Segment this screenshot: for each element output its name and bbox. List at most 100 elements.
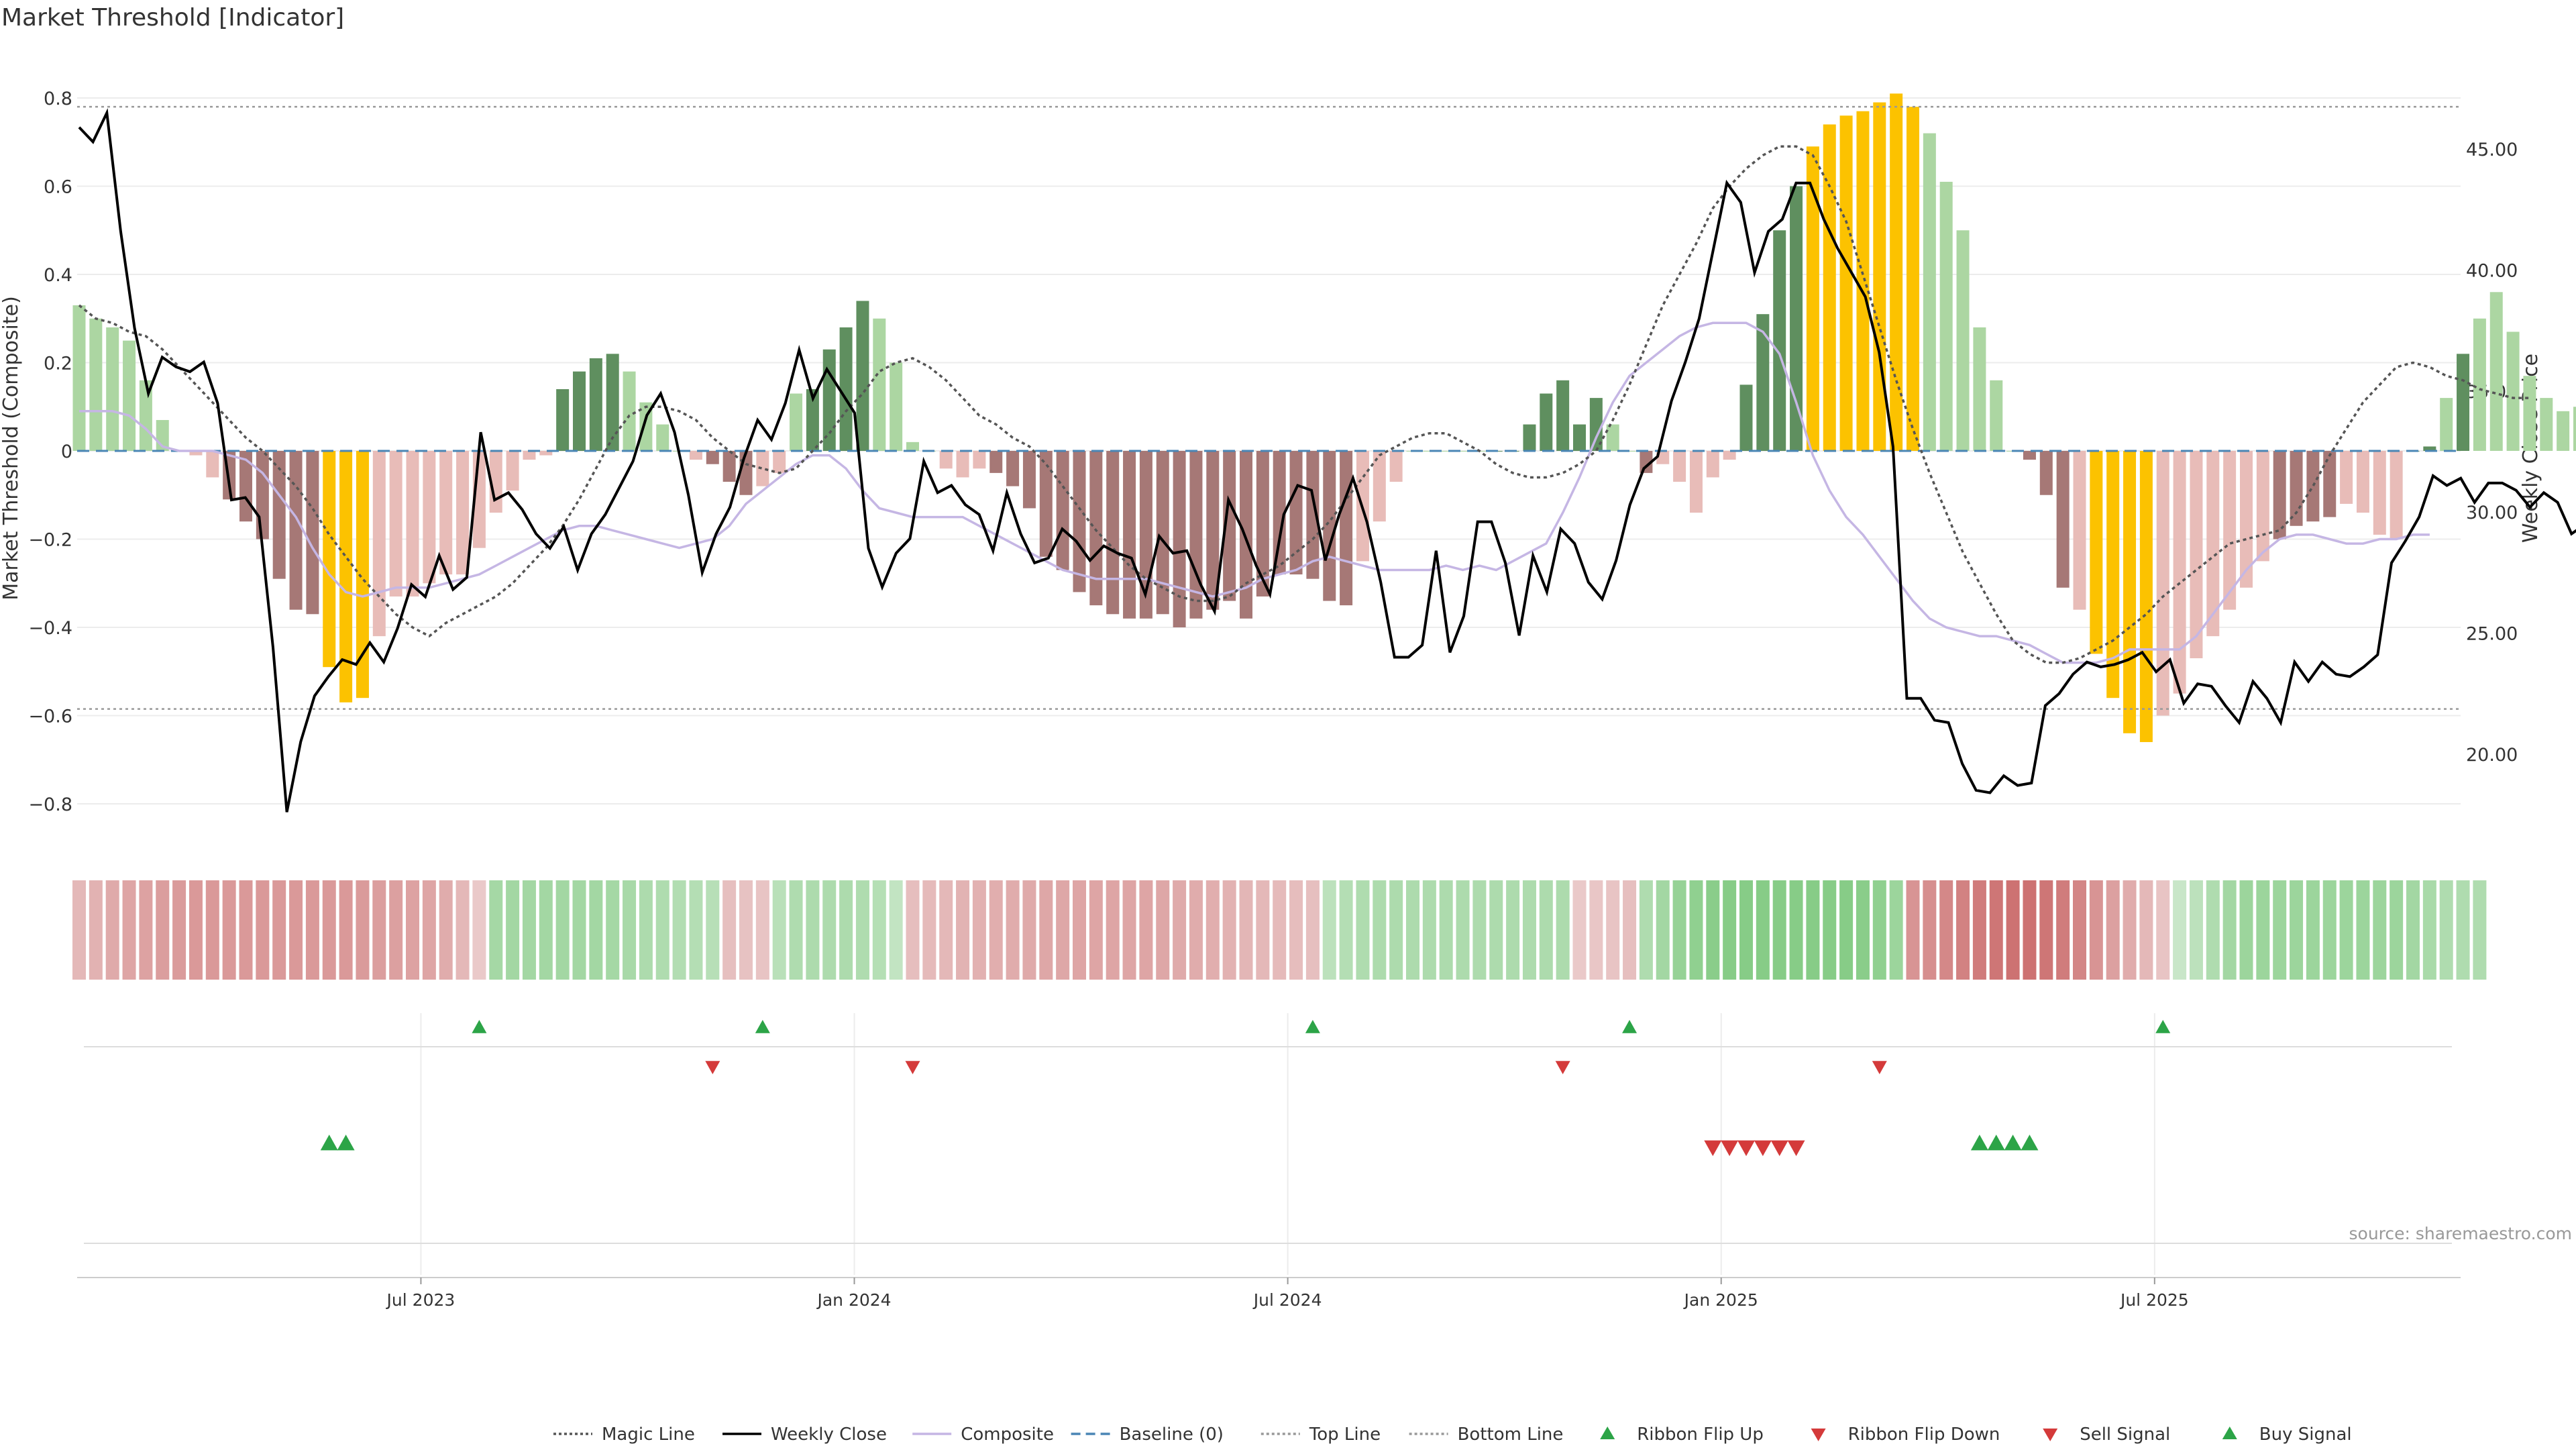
threshold-bar [1256,451,1269,597]
y-tick-label-left: −0.4 [28,618,72,639]
ribbon-cell [1022,880,1036,980]
ribbon-cell [906,880,920,980]
threshold-bar [2173,451,2186,694]
ribbon-flip-up-marker [472,1020,487,1033]
ribbon-cell [1439,880,1453,980]
ribbon-cell [1456,880,1470,980]
threshold-bar [2440,398,2453,451]
threshold-bar [1573,424,1586,451]
x-tick-label: Jul 2023 [386,1290,455,1310]
ribbon-cell [639,880,653,980]
ribbon-flip-down-marker [905,1061,920,1074]
threshold-bar [589,358,602,451]
threshold-bar [973,451,986,469]
sell-signal-marker [1787,1140,1805,1156]
ribbon-cell [2039,880,2053,980]
ribbon-cell [2422,880,2436,980]
y-tick-label-right: 25.00 [2466,623,2518,644]
threshold-bar [739,451,753,495]
ribbon-cell [789,880,803,980]
ribbon-cell [1589,880,1603,980]
threshold-bar [1656,451,1670,464]
ribbon-cell [1739,880,1753,980]
threshold-bar [1606,424,1619,451]
ribbon-cell [1222,880,1236,980]
threshold-bar [939,451,953,469]
threshold-bar [2557,411,2570,451]
ribbon-cell [522,880,536,980]
ribbon-cell [1373,880,1387,980]
threshold-bar [89,318,103,451]
buy-signal-marker [2021,1135,2039,1151]
buy-signal-marker [1987,1135,2005,1151]
chart-title: Market Threshold [Indicator] [1,4,344,32]
threshold-bar [356,451,369,698]
ribbon-cell [1139,880,1153,980]
ribbon-cell [389,880,403,980]
threshold-bar [2090,451,2103,654]
threshold-bar [439,451,453,575]
threshold-bar [1423,451,1436,452]
threshold-bar [2290,451,2303,526]
ribbon-cell [839,880,853,980]
legend-entry: Bottom Line [1409,1424,1563,1445]
ribbon-cell [2373,880,2387,980]
threshold-bar [1706,451,1719,478]
ribbon-cell [1806,880,1820,980]
threshold-bar [2506,331,2520,451]
legend-entry: Baseline (0) [1071,1424,1224,1445]
threshold-bar [2423,446,2436,451]
magic-line [78,145,2530,664]
ribbon-flip-up-marker [2155,1020,2171,1033]
y-axis-label-left: Market Threshold (Composite) [0,296,23,601]
threshold-bar [1089,451,1103,606]
threshold-bar [806,388,819,451]
ribbon-cell [89,880,103,980]
ribbon-cell [2222,880,2237,980]
ribbon-cell [489,880,503,980]
ribbon-cell [1256,880,1270,980]
ribbon-cell [1672,880,1686,980]
y-tick-label-right: 30.00 [2466,503,2518,523]
ribbon-cell [1689,880,1703,980]
threshold-bar [2523,376,2536,451]
ribbon-cell [1273,880,1287,980]
ribbon-cell [1122,880,1136,980]
sell-signal-marker [1770,1140,1788,1156]
ribbon-cell [105,880,119,980]
legend-entry: Composite [912,1424,1054,1445]
threshold-bar [2073,451,2086,610]
y-tick-label-left: 0.8 [44,89,72,109]
threshold-bar [1206,451,1220,610]
threshold-bar [1923,133,1936,451]
ribbon-cell [922,880,936,980]
threshold-bar [2306,451,2320,522]
ribbon-cell [806,880,820,980]
threshold-bar [239,451,252,522]
y-tick-label-left: 0.6 [44,177,72,198]
legend-label: Sell Signal [2080,1424,2170,1445]
threshold-bar [2023,451,2036,460]
ribbon-cell [1156,880,1170,980]
ribbon-cell [2322,880,2337,980]
buy-signal-marker [320,1135,338,1151]
threshold-bar [1189,451,1203,619]
threshold-bar [1289,451,1303,575]
x-tick-label: Jul 2025 [2119,1290,2189,1310]
threshold-bar [1756,314,1770,451]
threshold-bar [1156,451,1169,615]
legend-swatch [1811,1429,1826,1441]
threshold-bar [573,371,586,451]
threshold-bar [1739,384,1753,451]
threshold-bar [773,451,786,473]
threshold-bar [1022,451,1036,509]
ribbon-cell [2306,880,2320,980]
ribbon-cell [972,880,986,980]
threshold-bar [189,451,203,456]
legend-label: Ribbon Flip Up [1637,1424,1764,1445]
buy-signal-marker [337,1135,355,1151]
ribbon-cell [706,880,720,980]
threshold-bar [372,451,386,637]
threshold-bar [839,327,853,451]
